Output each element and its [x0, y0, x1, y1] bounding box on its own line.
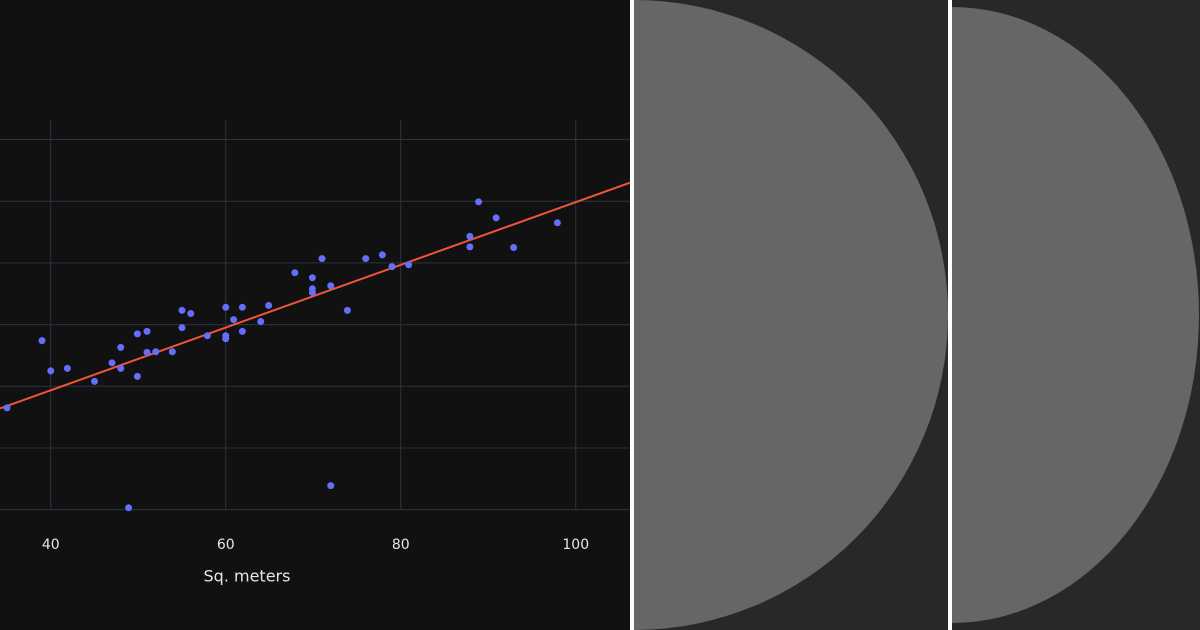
point: [230, 316, 238, 324]
point: [405, 261, 413, 269]
point: [378, 251, 386, 259]
point: [38, 337, 46, 345]
point: [178, 324, 186, 332]
point: [222, 335, 230, 343]
point: [178, 306, 186, 314]
chart: 40 60 80 100: [0, 120, 631, 553]
point: [143, 327, 151, 335]
point: [327, 282, 335, 290]
x-tick-label: 80: [392, 537, 410, 553]
x-tick-label: 60: [217, 537, 235, 553]
point: [238, 303, 246, 311]
point: [238, 327, 246, 335]
point: [3, 404, 11, 412]
point: [108, 359, 116, 367]
point: [291, 269, 299, 277]
point: [117, 364, 125, 372]
point: [308, 274, 316, 282]
point: [265, 301, 273, 309]
point: [553, 219, 561, 227]
point: [133, 372, 141, 380]
x-tick-label: 100: [562, 537, 589, 553]
point: [187, 309, 195, 317]
point: [152, 348, 160, 356]
point: [510, 243, 518, 251]
point: [362, 255, 370, 263]
x-axis-label: Sq. meters: [204, 567, 291, 586]
point: [388, 263, 396, 271]
point: [117, 343, 125, 351]
half-circle: [634, 0, 948, 630]
x-tick-label: 40: [42, 537, 60, 553]
point: [125, 504, 133, 512]
point: [318, 255, 326, 263]
point: [308, 289, 316, 297]
point: [133, 330, 141, 338]
chart-background: [0, 0, 630, 630]
point: [343, 306, 351, 314]
point: [63, 364, 71, 372]
point: [466, 232, 474, 240]
point: [91, 377, 98, 385]
point: [492, 214, 500, 222]
trend-line: [0, 181, 631, 410]
point: [143, 348, 151, 356]
point: [168, 348, 176, 356]
half-circle: [952, 7, 1199, 623]
point: [327, 482, 335, 490]
point: [475, 198, 483, 206]
point: [203, 332, 211, 340]
point: [466, 243, 474, 251]
point: [257, 318, 265, 325]
point: [47, 367, 55, 375]
point: [222, 303, 230, 311]
